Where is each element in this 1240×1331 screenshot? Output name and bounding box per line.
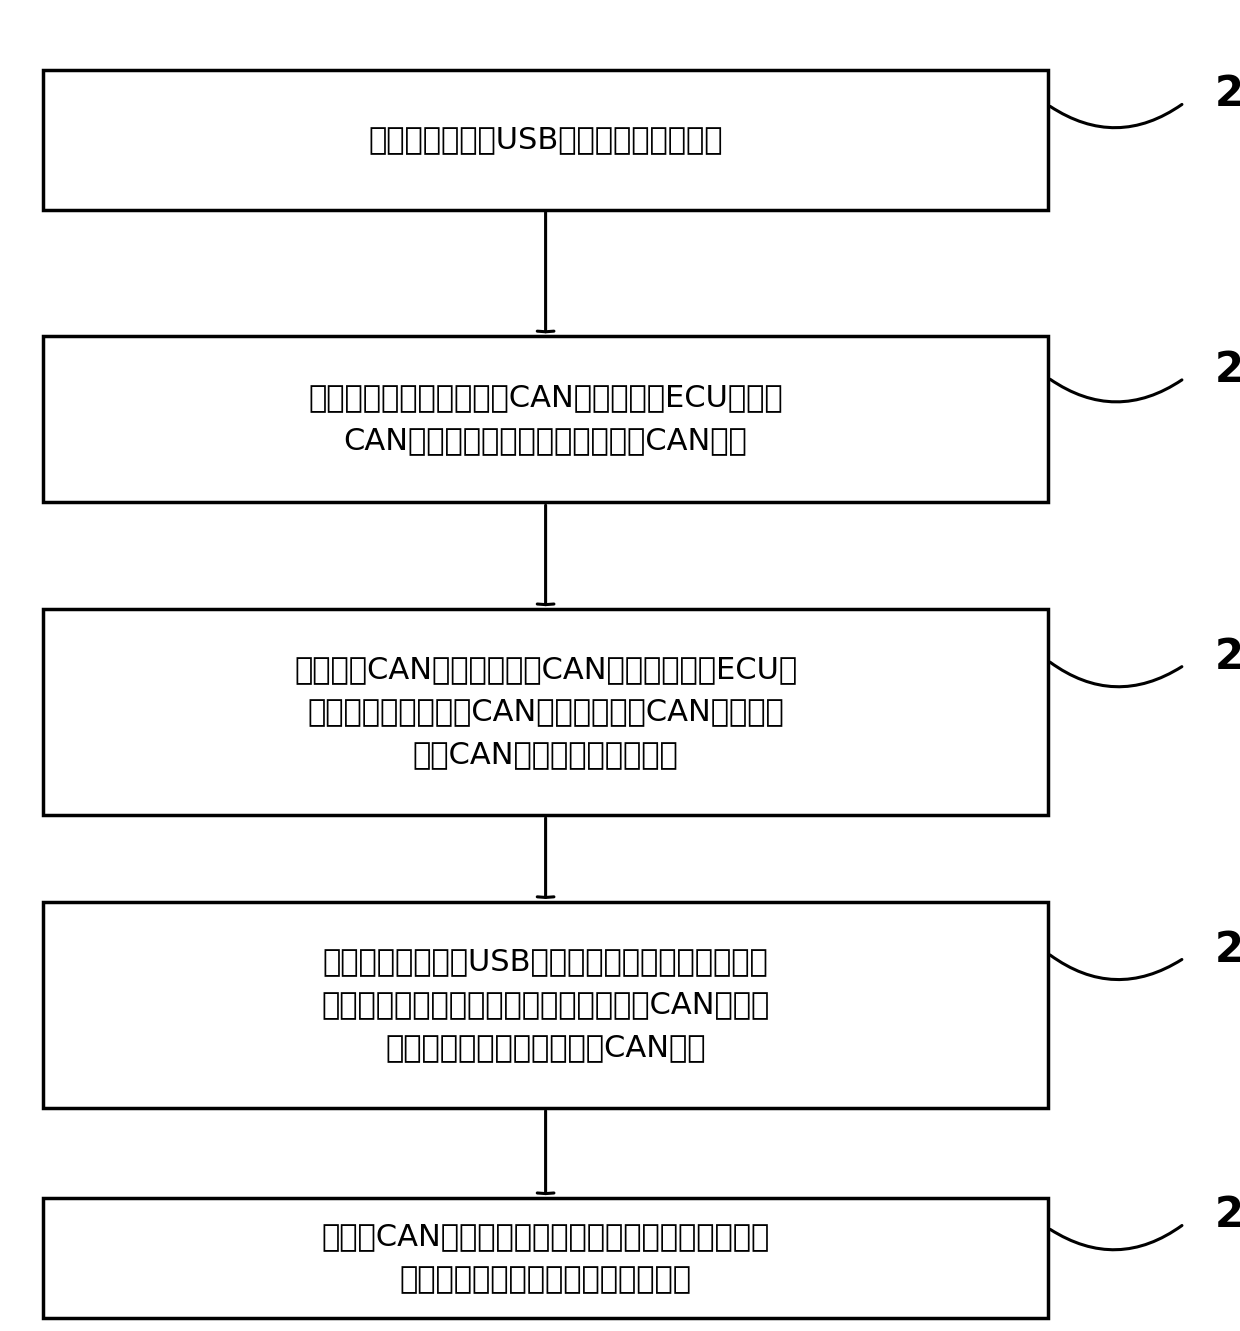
Text: 203: 203 xyxy=(1215,636,1240,679)
Text: 201: 201 xyxy=(1215,73,1240,116)
FancyBboxPatch shape xyxy=(43,69,1048,209)
Text: 202: 202 xyxy=(1215,349,1240,391)
FancyBboxPatch shape xyxy=(43,335,1048,502)
Text: 通过第一CAN通道获取第一CAN网络中的车载ECU发
出的数据；通过第二CAN通道获取第二CAN网络中的
车载CAN总线产品发出的数据: 通过第一CAN通道获取第一CAN网络中的车载ECU发 出的数据；通过第二CAN通… xyxy=(294,655,797,769)
Text: 将网关设备分别通过不同CAN通道与车载ECU和车载
CAN总线产品分别连接，形成不同CAN网络: 将网关设备分别通过不同CAN通道与车载ECU和车载 CAN总线产品分别连接，形成… xyxy=(309,383,782,455)
Text: 将网关设备设置USB接口与计算机端连接: 将网关设备设置USB接口与计算机端连接 xyxy=(368,125,723,154)
Text: 将同一CAN网络存储的包含转发后数据的全部数据与
接收转发前的历史数据进行比较分析: 将同一CAN网络存储的包含转发后数据的全部数据与 接收转发前的历史数据进行比较分… xyxy=(321,1222,770,1294)
Text: 204: 204 xyxy=(1215,929,1240,972)
FancyBboxPatch shape xyxy=(43,610,1048,815)
FancyBboxPatch shape xyxy=(43,1198,1048,1318)
Text: 205: 205 xyxy=(1215,1195,1240,1236)
Text: 根据计算机端通过USB接口向网关设备下发的指令，
在满足预设转发条件的情况下，将其中一CAN网络的
数据设置标识后转发到另一CAN网络: 根据计算机端通过USB接口向网关设备下发的指令， 在满足预设转发条件的情况下，将… xyxy=(321,948,770,1062)
FancyBboxPatch shape xyxy=(43,902,1048,1107)
